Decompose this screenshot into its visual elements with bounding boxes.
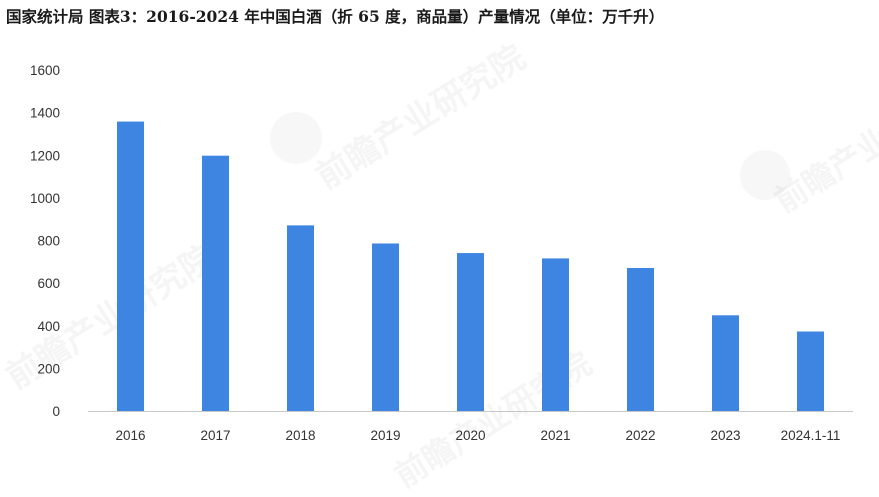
y-tick-label: 0 bbox=[52, 404, 60, 419]
bar bbox=[287, 225, 314, 411]
bar bbox=[712, 315, 739, 411]
y-tick-label: 200 bbox=[37, 361, 60, 376]
x-tick-label: 2021 bbox=[540, 428, 570, 443]
y-tick-label: 400 bbox=[37, 319, 60, 334]
bar bbox=[457, 253, 484, 411]
y-tick-label: 600 bbox=[37, 276, 60, 291]
y-tick-label: 1400 bbox=[30, 106, 60, 121]
bar-series bbox=[117, 121, 824, 412]
y-tick-label: 1600 bbox=[30, 63, 60, 78]
x-tick-label: 2016 bbox=[115, 428, 145, 443]
y-tick-label: 1000 bbox=[30, 191, 60, 206]
x-axis: 2016 2017 2018 2019 2020 2021 2022 2023 2024.1-1… bbox=[115, 428, 840, 443]
bar bbox=[627, 267, 654, 411]
bar bbox=[372, 243, 399, 411]
x-tick-label: 2018 bbox=[285, 428, 315, 443]
x-tick-label: 2024.1-11 bbox=[781, 428, 841, 443]
x-tick-label: 2017 bbox=[200, 428, 230, 443]
bar bbox=[797, 331, 824, 411]
y-tick-label: 1200 bbox=[30, 148, 60, 163]
bar bbox=[117, 121, 144, 412]
x-tick-label: 2019 bbox=[370, 428, 400, 443]
y-axis: 0 200 400 600 800 1000 1200 1400 1600 bbox=[30, 63, 60, 419]
bar bbox=[542, 258, 569, 411]
chart-title: 国家统计局 图表3：2016-2024 年中国白酒（折 65 度，商品量）产量情… bbox=[6, 7, 665, 26]
x-tick-label: 2020 bbox=[455, 428, 485, 443]
x-tick-label: 2022 bbox=[625, 428, 655, 443]
y-tick-label: 800 bbox=[37, 234, 60, 249]
bar bbox=[202, 155, 229, 411]
x-tick-label: 2023 bbox=[710, 428, 740, 443]
